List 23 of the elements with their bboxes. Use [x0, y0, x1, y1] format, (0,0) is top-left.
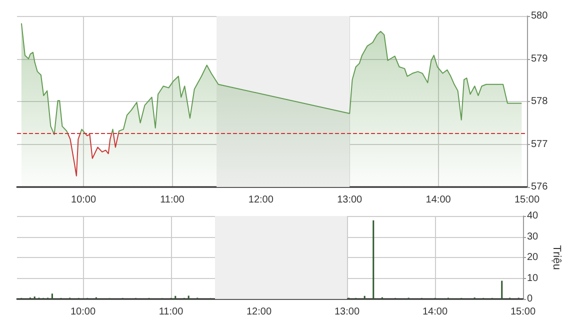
y-tick-label: 30 [527, 231, 539, 242]
x-tick-label: 12:00 [248, 194, 274, 206]
x-tick-label: 13:00 [337, 194, 363, 206]
y-tick-label: 576 [531, 182, 548, 192]
y-tick-label: 577 [531, 138, 548, 150]
x-tick-label: 10:00 [70, 306, 96, 318]
y-tick-label: 40 [527, 210, 539, 222]
y-tick-label: 10 [527, 272, 539, 284]
y-tick-label: 20 [527, 252, 539, 263]
x-tick-label: 15:00 [510, 306, 536, 318]
y-tick-label: 578 [531, 96, 548, 107]
x-tick-label: 14:00 [422, 306, 448, 318]
x-tick-label: 15:00 [514, 194, 540, 206]
x-tick-label: 14:00 [426, 194, 452, 206]
x-tick-label: 12:00 [246, 306, 272, 318]
y-tick-label: 580 [531, 10, 548, 22]
y-tick-label: 0 [527, 294, 533, 304]
x-tick-label: 11:00 [158, 306, 184, 318]
y-axis-title: Triệu [550, 245, 562, 270]
y-tick-label: 579 [531, 53, 548, 64]
x-tick-label: 11:00 [160, 194, 185, 206]
x-tick-label: 10:00 [71, 194, 96, 206]
x-tick-label: 13:00 [334, 306, 360, 318]
